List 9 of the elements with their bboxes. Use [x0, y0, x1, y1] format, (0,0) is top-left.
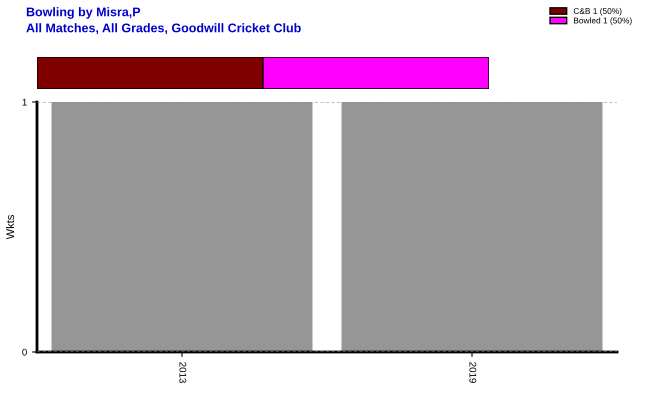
y-tick-label: 1: [22, 98, 27, 106]
y-axis-title: Wkts: [6, 215, 14, 240]
legend-label: C&B 1 (50%): [574, 8, 622, 16]
y-tick-label: 0: [22, 348, 27, 356]
x-tick-label: 2019: [469, 362, 476, 383]
x-tick-label: 2013: [179, 362, 186, 383]
legend-label: Bowled 1 (50%): [574, 17, 632, 26]
chart-subtitle: All Matches, All Grades, Goodwill Cricket Club: [26, 23, 301, 34]
chart-title: Bowling by Misra,P: [26, 7, 140, 19]
